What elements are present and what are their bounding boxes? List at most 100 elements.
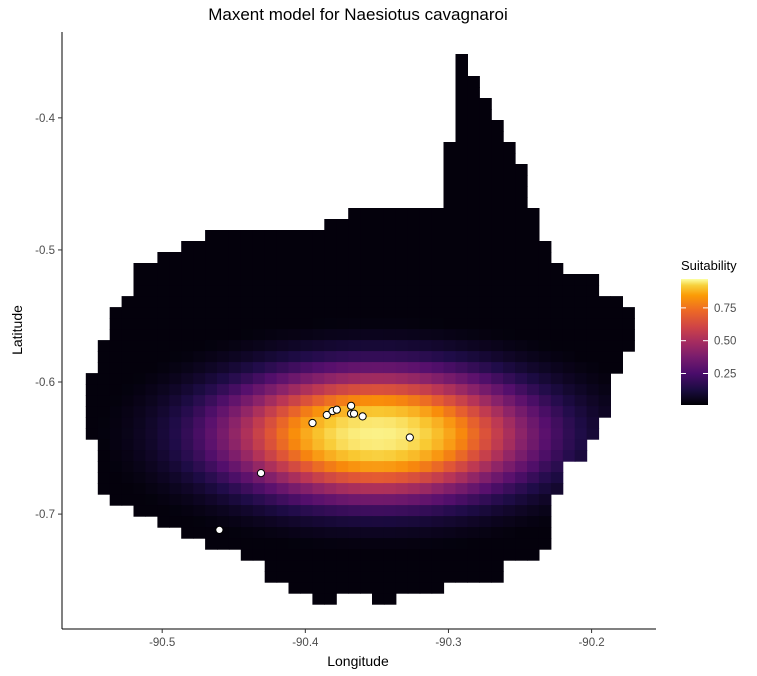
raster-cell [121,494,135,506]
raster-cell [133,263,146,275]
raster-cell [467,340,480,352]
raster-cell [228,483,242,495]
raster-cell [324,516,337,528]
raster-cell [515,263,528,275]
raster-cell [443,516,456,528]
raster-cell [383,362,397,374]
raster-cell [538,285,552,297]
raster-cell [455,307,468,319]
raster-cell [157,307,170,319]
raster-cell [181,494,194,506]
raster-cell [467,230,480,242]
raster-cell [455,252,468,264]
raster-cell [538,252,552,264]
raster-cell [121,340,135,352]
raster-cell [157,340,170,352]
raster-cell [252,450,266,462]
raster-cell [491,527,504,539]
raster-cell [312,593,325,605]
raster-cell [467,197,480,209]
raster-cell [276,461,290,473]
y-tick-label: -0.5 [35,245,55,257]
raster-cell [109,494,123,506]
raster-cell [515,494,528,506]
raster-cell [515,417,528,429]
raster-cell [336,373,349,385]
raster-cell [383,230,397,242]
raster-cell [491,384,504,396]
raster-cell [217,274,230,286]
raster-cell [610,318,623,330]
raster-cell [443,153,456,165]
raster-cell [372,527,385,539]
raster-cell [562,395,576,407]
raster-cell [479,186,492,198]
raster-cell [276,549,290,561]
raster-cell [419,494,433,506]
raster-cell [312,384,325,396]
raster-cell [109,362,123,374]
raster-cell [527,329,540,341]
raster-cell [252,505,266,517]
raster-cell [217,505,230,517]
raster-cell [431,362,445,374]
raster-cell [503,263,516,275]
raster-cell [205,395,218,407]
raster-cell [276,351,290,363]
raster-cell [419,549,433,561]
raster-cell [169,439,182,451]
raster-cell [276,516,290,528]
raster-cell [217,527,230,539]
raster-cell [550,406,564,418]
raster-cell [515,230,528,242]
raster-cell [336,362,349,374]
legend-tick-label: 0.50 [714,336,736,348]
raster-cell [455,65,468,77]
raster-cell [348,417,361,429]
raster-cell [312,263,325,275]
raster-cell [276,439,290,451]
raster-cell [324,252,337,264]
raster-cell [491,197,504,209]
raster-cell [109,340,123,352]
raster-cell [586,395,600,407]
raster-cell [455,186,468,198]
raster-cell [97,362,111,374]
raster-cell [169,494,182,506]
raster-cell [467,76,480,88]
raster-cell [240,351,254,363]
raster-cell [527,516,540,528]
raster-cell [169,483,182,495]
raster-cell [264,285,278,297]
raster-cell [383,340,397,352]
raster-cell [407,263,421,275]
raster-cell [324,560,337,572]
raster-cell [240,428,254,440]
raster-cell [312,406,325,418]
raster-cell [336,384,349,396]
raster-cell [169,263,182,275]
raster-cell [479,131,492,143]
raster-cell [276,340,290,352]
raster-cell [515,318,528,330]
raster-cell [312,516,325,528]
raster-cell [467,186,480,198]
raster-cell [503,472,516,484]
raster-cell [109,307,123,319]
raster-cell [431,417,445,429]
raster-cell [121,296,135,308]
raster-cell [205,494,218,506]
raster-cell [312,472,325,484]
raster-cell [538,340,552,352]
raster-cell [133,340,146,352]
raster-cell [598,373,611,385]
raster-cell [598,362,611,374]
raster-cell [97,340,111,352]
raster-cell [181,428,194,440]
raster-cell [312,450,325,462]
raster-cell [467,142,480,154]
raster-cell [252,527,266,539]
raster-cell [133,395,146,407]
raster-cell [324,318,337,330]
raster-cell [181,461,194,473]
